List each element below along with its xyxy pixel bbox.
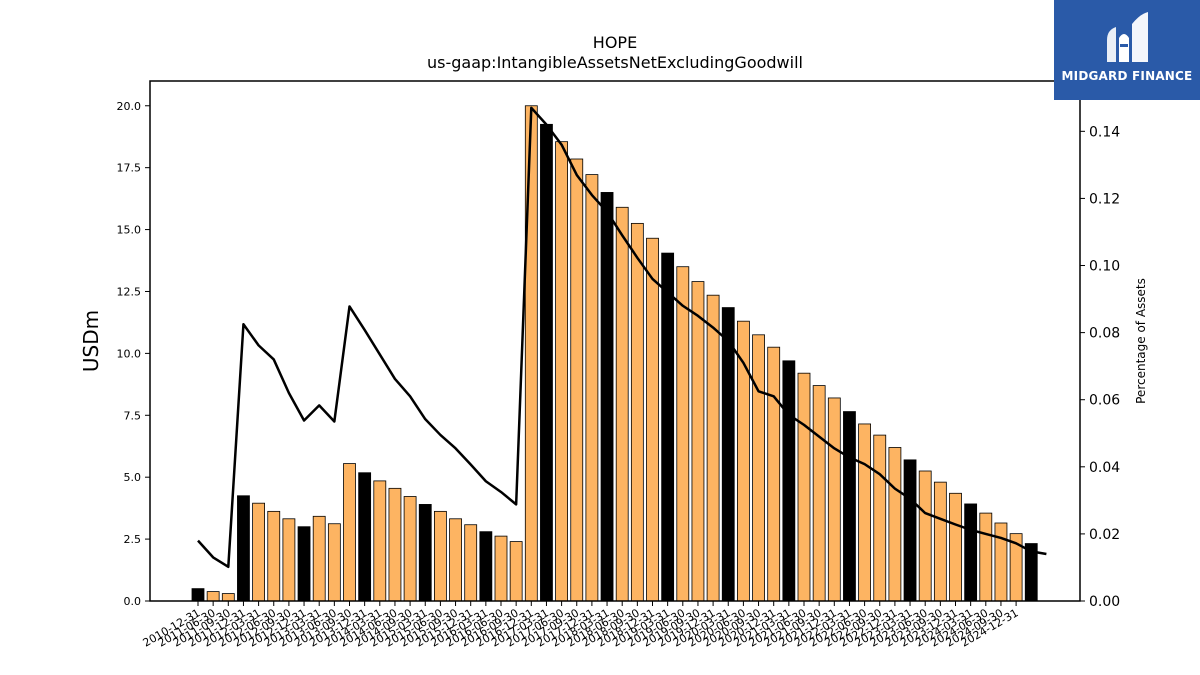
bar xyxy=(843,411,856,602)
bar xyxy=(297,526,311,602)
y-tick-label: 7.5 xyxy=(124,409,142,422)
y2-tick-label: 0.08 xyxy=(1089,326,1120,342)
y-tick-label: 20.0 xyxy=(117,100,142,113)
bar xyxy=(615,206,629,602)
plot-frame xyxy=(149,80,1081,602)
y-axis-label: USDm xyxy=(79,310,103,372)
bar xyxy=(282,518,296,602)
bar xyxy=(388,487,402,602)
bar xyxy=(494,535,508,602)
y-tick-label: 12.5 xyxy=(117,285,142,298)
bar xyxy=(661,252,675,602)
bar xyxy=(449,518,462,602)
bar xyxy=(540,123,553,602)
bar xyxy=(721,307,735,602)
bar xyxy=(343,463,356,602)
bar xyxy=(782,360,796,602)
y2-tick-label: 0.10 xyxy=(1089,259,1120,275)
bar xyxy=(676,266,690,602)
chart-title: HOPE xyxy=(593,33,637,52)
bar xyxy=(918,470,932,602)
bar xyxy=(585,174,599,602)
bar xyxy=(191,588,205,602)
bar xyxy=(797,372,811,602)
bar xyxy=(949,492,962,602)
y2-axis-label: Percentage of Assets xyxy=(1134,278,1148,404)
bar xyxy=(267,510,281,602)
y2-tick-label: 0.02 xyxy=(1089,527,1120,543)
y2-tick-label: 0.00 xyxy=(1089,594,1120,610)
bar xyxy=(706,294,720,602)
series-line xyxy=(197,106,1047,569)
y2-tick-label: 0.14 xyxy=(1089,124,1120,140)
bar xyxy=(873,434,887,602)
y2-tick-label: 0.06 xyxy=(1089,393,1120,409)
bar xyxy=(509,541,523,602)
bar xyxy=(994,522,1008,602)
bar xyxy=(524,105,538,602)
bar xyxy=(812,385,826,602)
bar xyxy=(827,397,841,602)
bar xyxy=(221,593,235,602)
y2-tick-label: 0.04 xyxy=(1089,460,1120,476)
bar xyxy=(433,510,447,602)
bars-layer xyxy=(191,105,1038,602)
bar xyxy=(600,192,614,602)
bar xyxy=(418,504,432,602)
logo-text: MIDGARD FINANCE xyxy=(1061,69,1193,83)
chart-subtitle: us-gaap:IntangibleAssetsNetExcludingGood… xyxy=(427,53,803,72)
bar xyxy=(206,591,220,602)
bar xyxy=(570,158,584,602)
y-tick-label: 5.0 xyxy=(124,471,142,484)
bar xyxy=(752,334,765,602)
bar xyxy=(964,503,978,602)
y2-tick-label: 0.12 xyxy=(1089,191,1120,207)
bar xyxy=(979,512,993,602)
bar xyxy=(373,480,387,602)
bar xyxy=(252,502,266,602)
bar xyxy=(237,495,250,602)
bar xyxy=(312,515,326,602)
bar xyxy=(767,346,781,602)
bar xyxy=(888,447,902,602)
bar xyxy=(403,496,417,602)
y-tick-label: 10.0 xyxy=(117,347,142,360)
midgard-finance-logo: MIDGARD FINANCE xyxy=(1054,0,1200,100)
axes-layer: 0.0 2.5 5.0 7.5 10.0 12.5 15.0 17.5 20.0 0.00 0.02… xyxy=(117,80,1120,650)
bar xyxy=(555,141,568,602)
y-tick-label: 2.5 xyxy=(124,533,142,546)
bar xyxy=(646,237,659,602)
bar xyxy=(933,481,947,602)
bar xyxy=(858,423,871,602)
logo-mark-icon xyxy=(1107,12,1148,62)
bar xyxy=(630,222,644,602)
y-tick-label: 15.0 xyxy=(117,224,142,237)
bar xyxy=(691,281,705,602)
line-layer xyxy=(197,106,1047,569)
bar xyxy=(903,459,917,602)
bar xyxy=(358,472,372,602)
bar xyxy=(479,531,493,602)
y-tick-label: 17.5 xyxy=(117,162,142,175)
y-tick-label: 0.0 xyxy=(124,595,142,608)
bar xyxy=(464,524,478,602)
bar xyxy=(327,523,341,602)
